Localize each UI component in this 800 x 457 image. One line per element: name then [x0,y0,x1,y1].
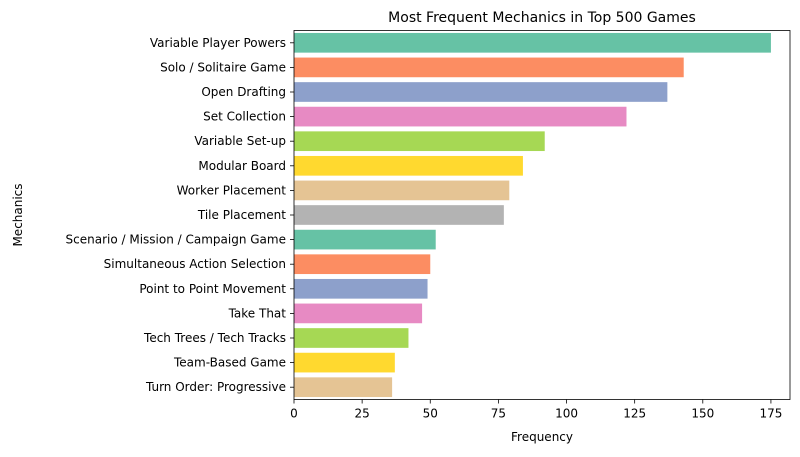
y-tick-label: Point to Point Movement [139,282,286,296]
bars-layer [294,32,771,398]
x-tick-label: 25 [354,407,369,421]
bar-variable-player-powers [294,32,771,53]
bar-take-that [294,303,423,324]
y-axis: Variable Player Powers Solo / Solitaire G… [66,36,294,394]
bar-scenario-mission-campaign-game [294,229,436,250]
bar-simultaneous-action-selection [294,254,431,275]
plot-frame [293,30,791,400]
y-tick-label: Take That [228,306,287,320]
x-axis: 0 25 50 75 100 125 150 175 [290,399,782,421]
x-tick-label: 125 [623,407,646,421]
y-tick-label: Solo / Solitaire Game [160,60,286,74]
bar-point-to-point-movement [294,278,428,299]
x-tick-label: 100 [555,407,578,421]
x-axis-label: Frequency [511,430,573,444]
bar-modular-board [294,155,523,176]
y-axis-label: Mechanics [11,183,25,246]
y-tick-label: Variable Player Powers [150,36,286,50]
y-tick-label: Turn Order: Progressive [145,380,286,394]
bar-team-based-game [294,352,395,373]
bar-tile-placement [294,205,504,225]
x-tick-label: 50 [423,407,438,421]
x-tick-label: 0 [290,407,298,421]
y-tick-label: Tile Placement [197,208,286,222]
y-tick-label: Modular Board [198,159,286,173]
bar-set-collection [294,106,627,127]
bar-worker-placement [294,180,510,201]
x-tick-label: 175 [759,407,782,421]
bar-tech-trees-tech-tracks [294,328,409,348]
y-tick-label: Open Drafting [201,85,286,99]
bar-open-drafting [294,82,668,102]
y-tick-label: Variable Set-up [194,134,286,148]
y-tick-label: Worker Placement [177,183,287,197]
y-tick-label: Simultaneous Action Selection [104,257,286,271]
x-tick-label: 75 [491,407,506,421]
bar-solo-solitaire-game [294,57,684,78]
x-tick-label: 150 [691,407,714,421]
y-tick-label: Scenario / Mission / Campaign Game [66,233,286,247]
y-tick-label: Team-Based Game [173,356,286,370]
y-tick-label: Set Collection [203,110,286,124]
chart-title: Most Frequent Mechanics in Top 500 Games [388,10,696,26]
y-tick-label: Tech Trees / Tech Tracks [143,331,286,345]
bar-variable-set-up [294,131,545,152]
bar-turn-order-progressive [294,377,393,398]
